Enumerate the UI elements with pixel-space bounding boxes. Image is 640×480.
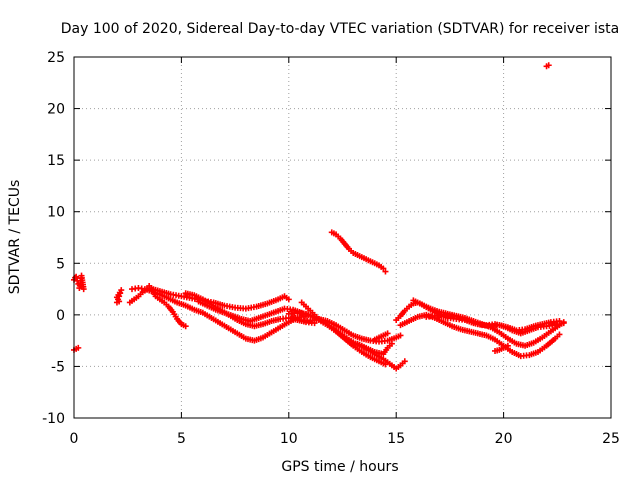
data-point (80, 286, 87, 293)
series-arc-e (195, 298, 389, 368)
x-tick-label: 20 (495, 431, 513, 447)
y-tick-label: 5 (56, 256, 65, 272)
series-arc-n (423, 311, 567, 337)
data-point (401, 358, 408, 365)
data-point (560, 320, 567, 327)
series-arc-early-1 (71, 272, 87, 293)
series-arc-p (492, 342, 511, 354)
x-tick-label: 10 (280, 431, 298, 447)
grid (74, 57, 611, 418)
series-arc-early-2 (71, 344, 82, 353)
y-tick-label: 0 (56, 308, 65, 324)
data-marks (71, 62, 567, 372)
data-point (285, 296, 292, 303)
chart-title: Day 100 of 2020, Sidereal Day-to-day VTE… (61, 21, 619, 37)
x-tick-label: 25 (602, 431, 620, 447)
plot-frame (73, 56, 612, 419)
series-arc-g (290, 313, 404, 345)
y-tick-label: 25 (47, 50, 65, 66)
y-tick-label: 20 (47, 102, 65, 118)
data-point (182, 323, 189, 330)
x-tick-label: 0 (70, 431, 79, 447)
data-point (545, 62, 552, 69)
series-arc-i (328, 229, 389, 275)
series-arc-early-3 (113, 287, 125, 306)
data-point (75, 344, 82, 351)
data-point (384, 330, 391, 337)
series-arc-b (128, 285, 309, 344)
data-point (397, 332, 404, 339)
y-tick-label: 15 (47, 153, 65, 169)
series-outlier (543, 62, 552, 70)
axis-ticks: 0 5 10 15 20 25 -10 -5 0 5 10 15 20 25 (42, 50, 620, 447)
series-arc-j (354, 340, 395, 358)
x-axis-label: GPS time / hours (281, 459, 398, 475)
data-point (382, 268, 389, 275)
y-tick-label: -10 (42, 411, 65, 427)
data-point (504, 342, 511, 349)
data-point (388, 340, 395, 347)
y-tick-label: -5 (51, 359, 65, 375)
data-point (556, 331, 563, 338)
series-arc-o (371, 330, 391, 343)
y-tick-label: 10 (47, 205, 65, 221)
series-arc-h (298, 299, 322, 322)
data-point (380, 265, 387, 272)
data-point (72, 274, 79, 281)
data-point (315, 315, 322, 322)
series-arc-l (397, 311, 563, 360)
data-point (116, 298, 123, 305)
x-tick-label: 5 (177, 431, 186, 447)
y-axis-label: SDTVAR / TECUs (7, 180, 23, 295)
x-tick-label: 15 (387, 431, 405, 447)
